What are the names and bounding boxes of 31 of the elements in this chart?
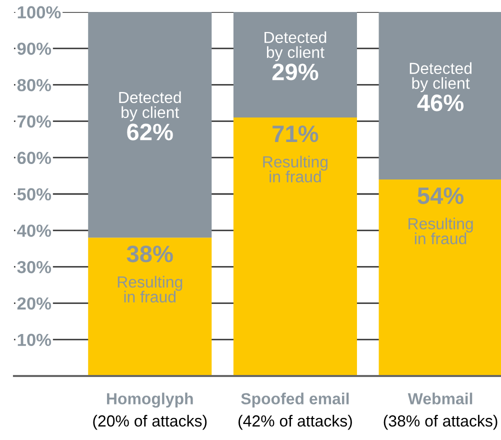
y-tick-label: 100%: [18, 6, 61, 18]
bar: [233, 118, 357, 376]
data-label: 38%: [126, 246, 173, 262]
category-label: Homoglyph (20% of attacks): [93, 392, 207, 430]
bar: [233, 12, 357, 118]
y-tick-label: 50%: [17, 188, 52, 200]
data-label: 71%: [272, 126, 318, 142]
y-tick-label: 80%: [17, 78, 52, 92]
text: Resulting in fraud: [263, 156, 328, 182]
category-label: Webmail (38% of attacks): [384, 392, 498, 430]
y-tick-label: 90%: [17, 42, 52, 55]
text: Detected by client: [119, 91, 181, 122]
category-label: Spoofed email (42% of attacks): [238, 392, 352, 430]
bar: [378, 12, 501, 180]
bar: [88, 12, 212, 238]
data-label: 62%: [127, 124, 173, 140]
data-label: 54%: [418, 187, 464, 204]
data-label: 29%: [272, 64, 318, 80]
series-label: Detected by client: [264, 31, 326, 62]
y-tick-label: 30%: [17, 260, 52, 274]
y-tick-label: 10%: [18, 334, 52, 346]
y-tick-label: 60%: [17, 152, 52, 164]
y-tick-label: 20%: [17, 297, 52, 310]
y-tick-label: 70%: [18, 115, 52, 128]
y-tick-label: 40%: [17, 224, 52, 237]
bar: [378, 179, 501, 376]
bar: [88, 238, 212, 376]
series-label: Resulting in fraud: [118, 276, 182, 303]
text: Resulting in fraud: [408, 218, 473, 244]
text: Detected by client: [410, 62, 472, 92]
data-label: 46%: [417, 94, 464, 112]
